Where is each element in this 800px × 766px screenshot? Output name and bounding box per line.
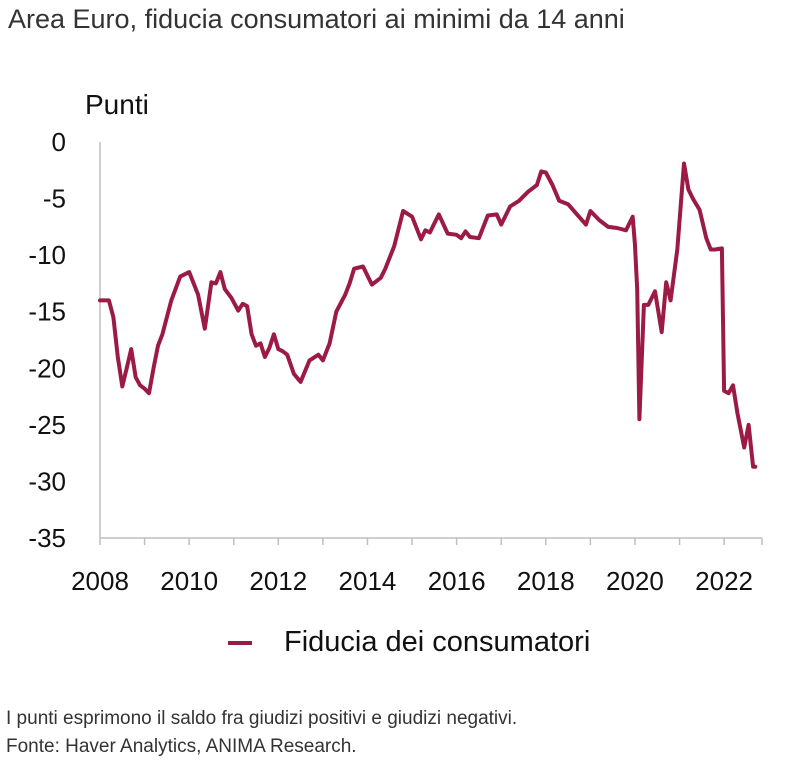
y-tick-label: -10 — [28, 240, 66, 270]
y-tick-label: -20 — [28, 353, 66, 383]
x-tick-labels: 2008 2010 2012 2014 2016 2018 2020 2022 — [71, 566, 753, 596]
series-line-fiducia — [98, 161, 758, 469]
y-tick-label: -25 — [28, 410, 66, 440]
y-tick-label: -15 — [28, 297, 66, 327]
series-group — [98, 161, 758, 469]
x-tick-label: 2008 — [71, 566, 129, 596]
x-tick-label: 2010 — [160, 566, 218, 596]
x-tick-label: 2022 — [695, 566, 753, 596]
y-tick-label: -5 — [43, 184, 66, 214]
x-tick-label: 2014 — [339, 566, 397, 596]
line-chart: Punti 0 -5 -10 -15 -20 -25 -30 -35 2008 2010 2012… — [28, 89, 763, 596]
x-tick-label: 2012 — [249, 566, 307, 596]
legend-swatch — [228, 640, 252, 645]
x-tick-label: 2018 — [517, 566, 575, 596]
y-axis-unit-label: Punti — [85, 89, 149, 120]
chart-title: Area Euro, fiducia consumatori ai minimi… — [8, 4, 625, 34]
x-tick-label: 2016 — [428, 566, 486, 596]
y-tick-label: -30 — [28, 466, 66, 496]
y-tick-labels: 0 -5 -10 -15 -20 -25 -30 -35 — [28, 127, 66, 553]
y-tick-label: 0 — [52, 127, 66, 157]
legend: Fiducia dei consumatori — [228, 626, 590, 659]
legend-label: Fiducia dei consumatori — [284, 626, 591, 658]
y-tick-label: -35 — [28, 523, 66, 553]
axes — [99, 142, 763, 545]
footnote-note: I punti esprimono il saldo fra giudizi p… — [6, 708, 518, 729]
footnote-source: Fonte: Haver Analytics, ANIMA Research. — [6, 736, 357, 757]
x-tick-label: 2020 — [606, 566, 664, 596]
